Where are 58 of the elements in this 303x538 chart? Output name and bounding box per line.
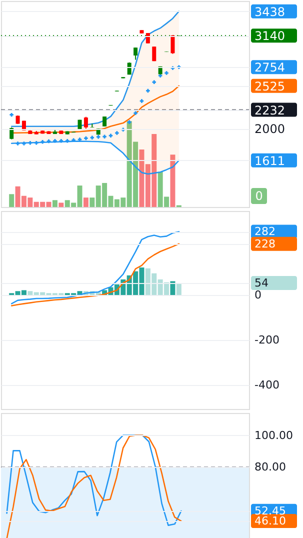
y-tick-label: 3438 xyxy=(254,4,286,19)
candlestick xyxy=(170,34,175,54)
y-tick-label: 80.00 xyxy=(254,460,286,474)
y-tick-label: 52.45 xyxy=(254,504,286,518)
candlestick xyxy=(102,116,107,127)
bar xyxy=(9,194,14,207)
point xyxy=(46,139,51,144)
y-tick-label: -400 xyxy=(254,378,280,392)
y-tick-label: 54 xyxy=(254,276,268,290)
point xyxy=(108,134,113,138)
y-tick-label: 282 xyxy=(254,225,276,238)
point xyxy=(40,140,44,144)
y-tick-label: -200 xyxy=(254,334,280,347)
point xyxy=(22,142,26,146)
y-tick-label: 2754 xyxy=(254,60,286,75)
bar xyxy=(58,202,64,207)
point xyxy=(10,112,14,117)
y-tick-label: 1611 xyxy=(254,154,286,168)
candlestick xyxy=(84,116,88,130)
candlestick xyxy=(10,126,14,140)
point xyxy=(65,139,70,143)
point xyxy=(84,136,88,140)
point xyxy=(53,139,57,143)
y-tick-label: 100.00 xyxy=(254,428,293,442)
y-tick-label: 2232 xyxy=(254,103,286,118)
point xyxy=(96,135,100,139)
line-series xyxy=(10,85,180,134)
y-tick-label: 2525 xyxy=(254,79,286,94)
y-tick-label: 3140 xyxy=(254,29,286,44)
y-tick-label: 46.10 xyxy=(254,514,286,528)
point xyxy=(146,88,150,93)
bar xyxy=(52,200,58,207)
point xyxy=(16,142,20,146)
point xyxy=(140,99,144,103)
y-tick-label: 0 xyxy=(254,288,262,302)
bar xyxy=(176,283,182,296)
bar xyxy=(170,154,176,207)
point xyxy=(152,80,156,84)
point xyxy=(164,71,168,75)
point xyxy=(28,141,32,145)
point xyxy=(59,139,64,143)
line-series xyxy=(10,243,180,306)
point xyxy=(134,111,138,116)
point xyxy=(102,134,106,138)
point xyxy=(34,141,38,145)
point xyxy=(90,136,94,140)
candlestick xyxy=(152,46,156,62)
line-series xyxy=(10,10,180,128)
bar xyxy=(83,198,88,207)
y-tick-label: 228 xyxy=(254,237,276,250)
candlestick xyxy=(134,47,138,60)
point xyxy=(127,120,132,124)
point xyxy=(115,131,119,135)
bar xyxy=(170,281,176,296)
point xyxy=(78,138,82,142)
candlestick xyxy=(90,123,94,128)
line-series xyxy=(10,231,180,304)
y-tick-label: 2000 xyxy=(254,122,286,136)
